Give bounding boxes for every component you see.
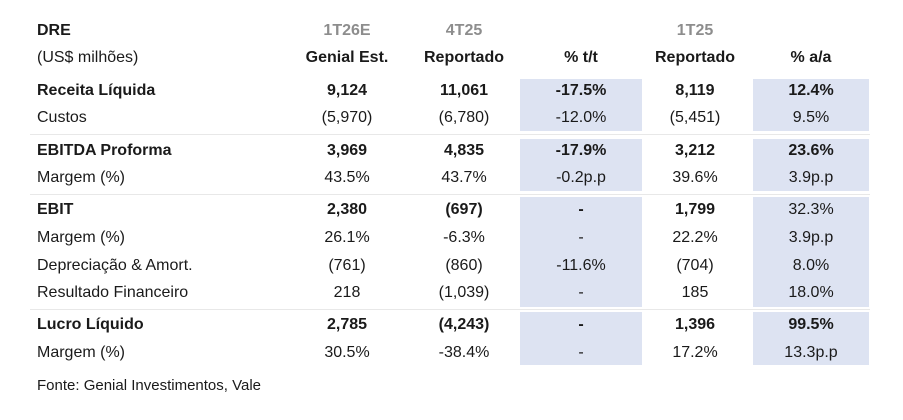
cell-rep: -6.3% <box>443 229 485 246</box>
yoy-group-2-bg <box>753 139 869 191</box>
cell-yoy: 32.3% <box>788 201 834 218</box>
row-label: Receita Líquida <box>37 82 156 99</box>
cell-qoq: -17.9% <box>555 142 607 159</box>
cell-prev: (5,451) <box>669 109 721 126</box>
cell-est: (5,970) <box>321 109 373 126</box>
cell-prev: 39.6% <box>672 169 718 186</box>
qoq-group-4-bg <box>520 312 642 365</box>
yoy-group-4-bg <box>753 312 869 365</box>
period-4T25: 4T25 <box>445 22 483 39</box>
row-label: EBIT <box>37 201 74 218</box>
cell-prev: 3,212 <box>674 142 716 159</box>
row-label: Custos <box>37 109 87 126</box>
qoq-group-1-bg <box>520 79 642 131</box>
cell-qoq: -0.2p.p <box>556 169 606 186</box>
cell-prev: (704) <box>676 257 714 274</box>
yoy-group-3-bg <box>753 197 869 307</box>
cell-est: 26.1% <box>324 229 370 246</box>
units-label: (US$ milhões) <box>37 49 139 66</box>
table-title: DRE <box>37 22 71 39</box>
cell-yoy: 18.0% <box>788 284 834 301</box>
qoq-group-2-bg <box>520 139 642 191</box>
cell-qoq: - <box>578 284 584 301</box>
row-label: Margem (%) <box>37 169 126 186</box>
cell-qoq: -11.6% <box>556 257 606 274</box>
cell-yoy: 13.3p.p <box>784 344 838 361</box>
row-separator <box>30 194 870 195</box>
col-header-prev: Reportado <box>655 49 735 66</box>
cell-est: 30.5% <box>324 344 370 361</box>
cell-rep: 43.7% <box>441 169 487 186</box>
cell-prev: 185 <box>681 284 709 301</box>
row-label: Margem (%) <box>37 344 126 361</box>
row-separator <box>30 134 870 135</box>
cell-yoy: 99.5% <box>788 316 834 333</box>
cell-qoq: -17.5% <box>555 82 607 99</box>
col-header-yoy: % a/a <box>790 49 832 66</box>
cell-qoq: - <box>578 229 584 246</box>
cell-rep: (1,039) <box>438 284 490 301</box>
cell-yoy: 9.5% <box>792 109 830 126</box>
cell-yoy: 23.6% <box>788 142 834 159</box>
yoy-group-1-bg <box>753 79 869 131</box>
cell-yoy: 12.4% <box>788 82 834 99</box>
cell-est: 2,785 <box>326 316 368 333</box>
cell-prev: 8,119 <box>675 82 715 99</box>
cell-yoy: 8.0% <box>792 257 830 274</box>
cell-rep: (697) <box>445 201 483 218</box>
cell-prev: 22.2% <box>672 229 718 246</box>
row-label: Lucro Líquido <box>37 316 144 333</box>
period-1T26E: 1T26E <box>323 22 371 39</box>
cell-rep: (860) <box>445 257 483 274</box>
cell-rep: -38.4% <box>438 344 490 361</box>
qoq-group-3-bg <box>520 197 642 307</box>
cell-qoq: -12.0% <box>555 109 607 126</box>
cell-qoq: - <box>578 316 584 333</box>
period-1T25: 1T25 <box>676 22 714 39</box>
row-separator <box>30 309 870 310</box>
cell-yoy: 3.9p.p <box>788 229 834 246</box>
cell-qoq: - <box>578 344 584 361</box>
cell-prev: 1,396 <box>674 316 716 333</box>
cell-rep: 4,835 <box>443 142 485 159</box>
row-label: Resultado Financeiro <box>37 284 189 301</box>
col-header-est: Genial Est. <box>305 49 389 66</box>
cell-prev: 17.2% <box>672 344 718 361</box>
cell-est: 218 <box>333 284 361 301</box>
cell-est: (761) <box>328 257 366 274</box>
cell-est: 9,124 <box>326 82 368 99</box>
cell-est: 3,969 <box>326 142 368 159</box>
cell-qoq: - <box>578 201 584 218</box>
cell-est: 43.5% <box>324 169 370 186</box>
cell-rep: (6,780) <box>438 109 490 126</box>
col-header-qoq: % t/t <box>564 49 598 66</box>
row-label: EBITDA Proforma <box>37 142 172 159</box>
row-label: Margem (%) <box>37 229 126 246</box>
cell-rep: 11,061 <box>439 82 489 99</box>
cell-rep: (4,243) <box>438 316 490 333</box>
cell-est: 2,380 <box>326 201 368 218</box>
cell-prev: 1,799 <box>674 201 716 218</box>
source-note: Fonte: Genial Investimentos, Vale <box>37 377 262 394</box>
cell-yoy: 3.9p.p <box>788 169 834 186</box>
col-header-rep: Reportado <box>424 49 504 66</box>
row-label: Depreciação & Amort. <box>37 257 193 274</box>
